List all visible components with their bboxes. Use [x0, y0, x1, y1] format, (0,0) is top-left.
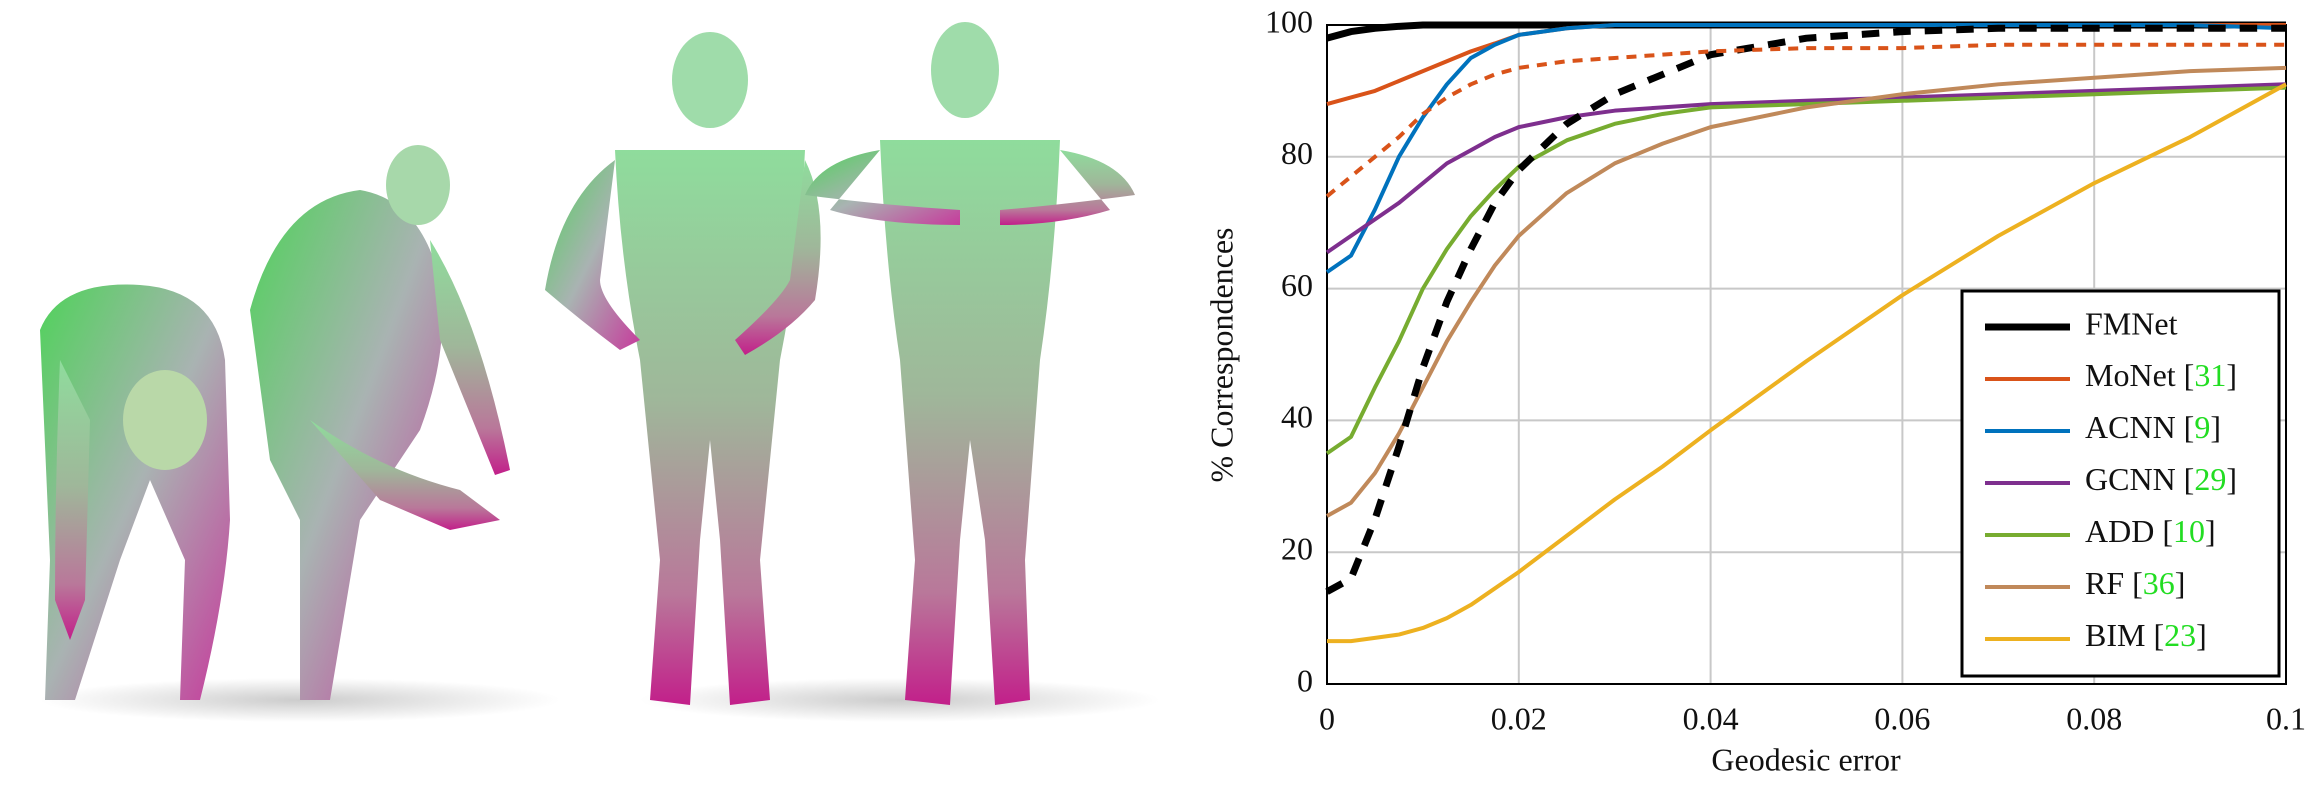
- x-tick-label: 0.04: [1683, 700, 1739, 736]
- legend-label: RF [36]: [2085, 565, 2185, 601]
- y-tick-label: 20: [1281, 531, 1313, 567]
- y-tick-label: 0: [1297, 662, 1313, 698]
- legend-label: ACNN [9]: [2085, 409, 2221, 445]
- legend-label: GCNN [29]: [2085, 461, 2237, 497]
- y-tick-label: 60: [1281, 267, 1313, 303]
- legend-label: BIM [23]: [2085, 617, 2207, 653]
- shape-renderings: [40, 22, 1160, 722]
- series-line: [1327, 45, 2286, 197]
- chart: Geodesic error % Correspondences 0 20 40 60…: [1203, 3, 2305, 777]
- series-line: [1327, 84, 2286, 252]
- x-tick-label: 0.08: [2066, 700, 2122, 736]
- figure: Geodesic error % Correspondences 0 20 40 60…: [0, 0, 2305, 796]
- y-tick-label: 80: [1281, 135, 1313, 171]
- x-tick-label: 0: [1319, 700, 1335, 736]
- legend-label: FMNet: [2085, 305, 2178, 341]
- x-tick-label: 0.02: [1491, 700, 1547, 736]
- x-tick-label: 0.1: [2266, 700, 2305, 736]
- y-tick-label: 40: [1281, 399, 1313, 435]
- y-axis-title: % Correspondences: [1203, 227, 1239, 482]
- legend-label: MoNet [31]: [2085, 357, 2237, 393]
- y-tick-label: 100: [1265, 3, 1313, 39]
- x-axis-title: Geodesic error: [1711, 741, 1901, 777]
- x-tick-label: 0.06: [1874, 700, 1930, 736]
- legend-label: ADD [10]: [2085, 513, 2216, 549]
